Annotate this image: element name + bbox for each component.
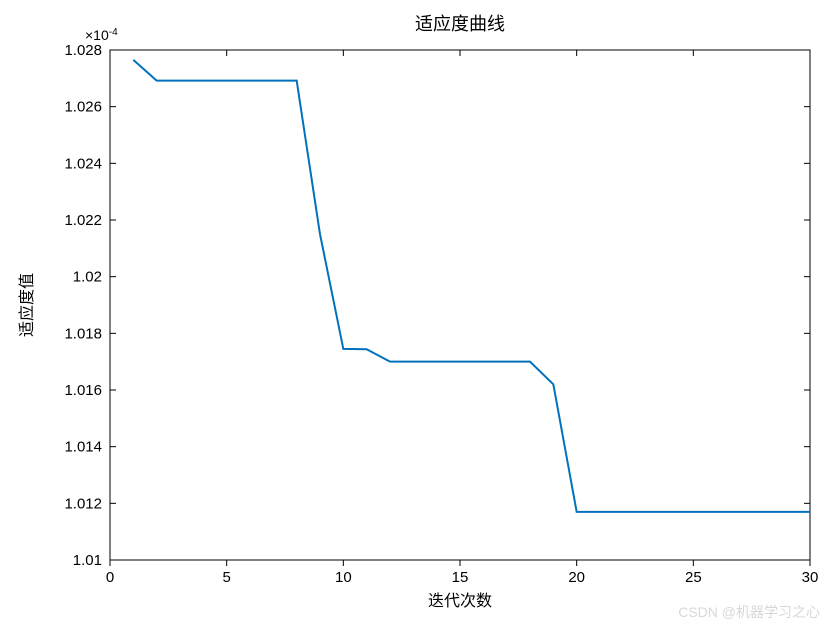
x-tick-label: 5	[222, 569, 230, 586]
y-tick-label: 1.014	[64, 439, 102, 456]
y-tick-label: 1.01	[73, 552, 102, 569]
x-tick-label: 0	[106, 569, 114, 586]
x-axis-label: 迭代次数	[428, 592, 492, 610]
x-tick-label: 25	[685, 569, 702, 586]
y-tick-label: 1.026	[64, 99, 102, 116]
x-tick-label: 10	[335, 569, 352, 586]
plot-area	[110, 50, 810, 560]
y-tick-label: 1.012	[64, 495, 102, 512]
y-exponent: ×10-4	[85, 27, 118, 44]
y-tick-label: 1.016	[64, 382, 102, 399]
chart-container: 0 5 10 15 20 25 30 1.01 1.012 1.014 1.016 1.018 1.02…	[0, 0, 840, 630]
y-tick-label: 1.028	[64, 42, 102, 59]
y-tick-label: 1.024	[64, 155, 102, 172]
x-tick-label: 15	[452, 569, 469, 586]
y-tick-label: 1.02	[73, 269, 102, 286]
y-tick-label: 1.022	[64, 212, 102, 229]
x-tick-label: 20	[568, 569, 585, 586]
y-tick-label: 1.018	[64, 325, 102, 342]
fitness-curve-chart: 0 5 10 15 20 25 30 1.01 1.012 1.014 1.016 1.018 1.02…	[0, 0, 840, 630]
y-axis-label: 适应度值	[17, 273, 36, 337]
x-tick-label: 30	[802, 569, 819, 586]
chart-title: 适应度曲线	[415, 14, 505, 34]
